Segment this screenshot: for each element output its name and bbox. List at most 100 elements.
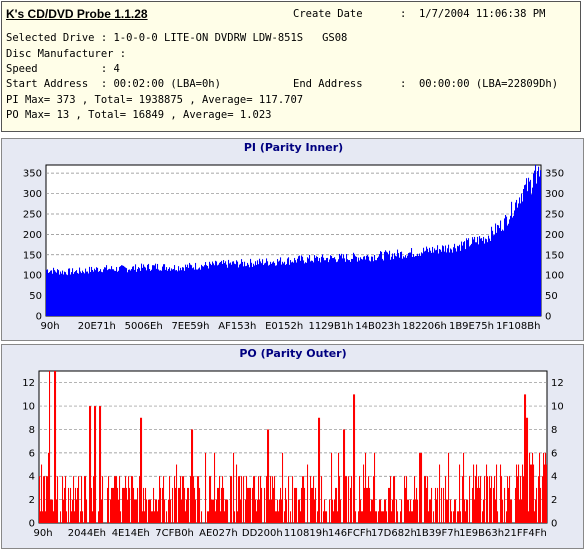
bar bbox=[209, 261, 211, 316]
bar bbox=[533, 464, 535, 523]
y-tick-label-right: 8 bbox=[551, 425, 557, 436]
x-tick-label: AE027h bbox=[199, 528, 238, 539]
bar bbox=[268, 429, 270, 523]
bar bbox=[338, 452, 340, 523]
bar bbox=[135, 499, 137, 523]
bar bbox=[128, 476, 130, 523]
bar bbox=[123, 487, 125, 523]
bar bbox=[176, 270, 178, 316]
bar bbox=[247, 262, 249, 316]
bar bbox=[140, 270, 142, 316]
bar bbox=[524, 185, 526, 316]
bar bbox=[60, 271, 62, 316]
y-tick-label-left: 2 bbox=[29, 495, 35, 506]
bar bbox=[324, 260, 326, 316]
bar bbox=[436, 499, 438, 523]
bar bbox=[223, 260, 225, 316]
bar bbox=[155, 263, 157, 316]
bar bbox=[335, 259, 337, 316]
bar bbox=[129, 269, 131, 316]
bar bbox=[390, 259, 392, 316]
bar bbox=[52, 499, 54, 523]
bar bbox=[243, 476, 245, 523]
bar bbox=[150, 270, 152, 316]
bar bbox=[307, 464, 309, 523]
bar bbox=[340, 499, 342, 523]
bar bbox=[453, 511, 455, 523]
y-tick-label-left: 4 bbox=[29, 472, 35, 483]
bar bbox=[53, 511, 55, 523]
bar bbox=[274, 262, 276, 316]
y-tick-label-right: 200 bbox=[545, 230, 564, 241]
bar bbox=[219, 262, 221, 316]
bar bbox=[271, 499, 273, 523]
bar bbox=[168, 499, 170, 523]
bar bbox=[218, 487, 220, 523]
bar bbox=[186, 267, 188, 316]
y-tick-label-left: 250 bbox=[23, 209, 42, 220]
bar bbox=[131, 269, 133, 316]
bar bbox=[516, 199, 518, 316]
bar bbox=[204, 265, 206, 316]
y-tick-label-left: 150 bbox=[23, 250, 42, 261]
bar bbox=[140, 417, 142, 523]
bar bbox=[92, 269, 94, 316]
bar bbox=[58, 270, 60, 316]
bar bbox=[226, 499, 228, 523]
bar bbox=[178, 266, 180, 316]
bar bbox=[85, 476, 87, 523]
bar bbox=[124, 487, 126, 523]
bar bbox=[50, 499, 52, 523]
bar bbox=[198, 476, 200, 523]
bar bbox=[91, 266, 93, 316]
bar bbox=[190, 476, 192, 523]
bar bbox=[302, 476, 304, 523]
bar bbox=[532, 187, 534, 316]
bar bbox=[250, 258, 252, 316]
bar bbox=[417, 499, 419, 523]
bar bbox=[252, 266, 254, 316]
bar bbox=[95, 406, 97, 523]
bar bbox=[350, 261, 352, 316]
bar bbox=[289, 264, 291, 316]
bar bbox=[476, 464, 478, 523]
bar bbox=[277, 499, 279, 523]
bar bbox=[359, 476, 361, 523]
bar bbox=[217, 265, 219, 316]
bar bbox=[323, 257, 325, 316]
bar bbox=[245, 499, 247, 523]
bar bbox=[220, 511, 222, 523]
bar bbox=[156, 499, 158, 523]
bar bbox=[154, 265, 156, 316]
bar bbox=[428, 511, 430, 523]
bar bbox=[427, 248, 429, 316]
bar bbox=[259, 499, 261, 523]
bar bbox=[478, 244, 480, 316]
bar bbox=[294, 487, 296, 523]
bar bbox=[451, 511, 453, 523]
info-panel: K's CD/DVD Probe 1.1.28 Create Date : 1/… bbox=[1, 1, 581, 132]
bar bbox=[99, 271, 101, 316]
bar bbox=[453, 247, 455, 316]
bar bbox=[321, 476, 323, 523]
bar bbox=[411, 248, 413, 316]
bar bbox=[416, 255, 418, 316]
bar bbox=[298, 256, 300, 316]
bar bbox=[403, 256, 405, 316]
bar bbox=[389, 250, 391, 316]
bar bbox=[507, 225, 509, 316]
bar bbox=[314, 499, 316, 523]
bar bbox=[536, 183, 538, 316]
bar bbox=[89, 406, 91, 523]
bar bbox=[214, 265, 216, 316]
bar bbox=[44, 476, 46, 523]
bar bbox=[482, 240, 484, 316]
bar bbox=[543, 452, 545, 523]
x-tick-label: 1F108Bh bbox=[496, 321, 540, 332]
po-chart: PO (Parity Outer) 0 0 2 2 4 4 6 6 8 8 10 10 12 12 90h 20… bbox=[22, 347, 563, 539]
bar bbox=[102, 476, 104, 523]
bar bbox=[458, 246, 460, 316]
bar bbox=[484, 243, 486, 316]
bar bbox=[119, 266, 121, 316]
bar bbox=[181, 270, 183, 316]
